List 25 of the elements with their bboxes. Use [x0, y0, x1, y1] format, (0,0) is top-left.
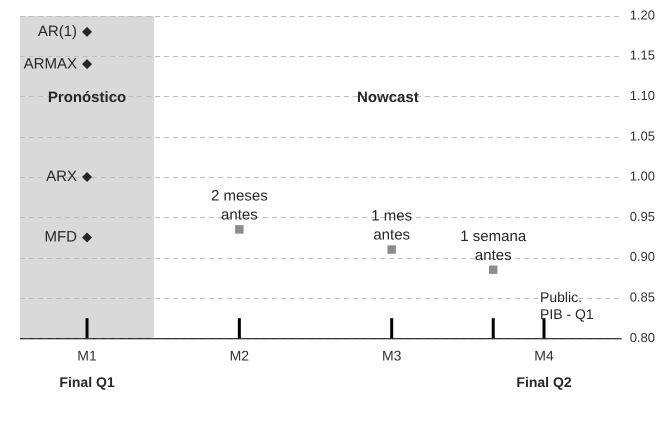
- text: Final Q2: [516, 374, 572, 390]
- annotation: Public. PIB - Q1: [540, 289, 594, 322]
- annotation: Nowcast: [357, 89, 419, 106]
- y-tick-label: 1.20: [630, 7, 656, 22]
- x-tick-label: M1: [77, 347, 97, 364]
- y-tick-label: 0.95: [630, 208, 656, 224]
- y-tick-label: 0.80: [630, 330, 656, 345]
- y-tick-label: 0.90: [630, 249, 656, 264]
- text: Final Q1: [59, 374, 115, 390]
- y-tick-label: 1.15: [630, 48, 656, 63]
- annotation: 1 semana antes: [460, 228, 527, 264]
- annotation: Pronóstico: [48, 89, 126, 106]
- y-tick-label: 1.05: [630, 128, 656, 144]
- x-tick-label: M2: [230, 347, 250, 364]
- annotation: 1 mes antes: [371, 208, 412, 244]
- annotation: 2 meses antes: [211, 188, 268, 224]
- annotation: AR(1): [38, 23, 78, 40]
- y-tick-label: 0.85: [630, 289, 656, 304]
- x-tick-label: M4: [534, 347, 554, 364]
- y-tick-label: 1.00: [630, 168, 656, 184]
- annotation: ARMAX: [24, 55, 78, 72]
- annotation: MFD: [44, 228, 78, 246]
- y-tick-label: 1.10: [630, 88, 656, 103]
- annotation: ARX: [46, 168, 78, 186]
- x-tick-label: M3: [382, 347, 402, 364]
